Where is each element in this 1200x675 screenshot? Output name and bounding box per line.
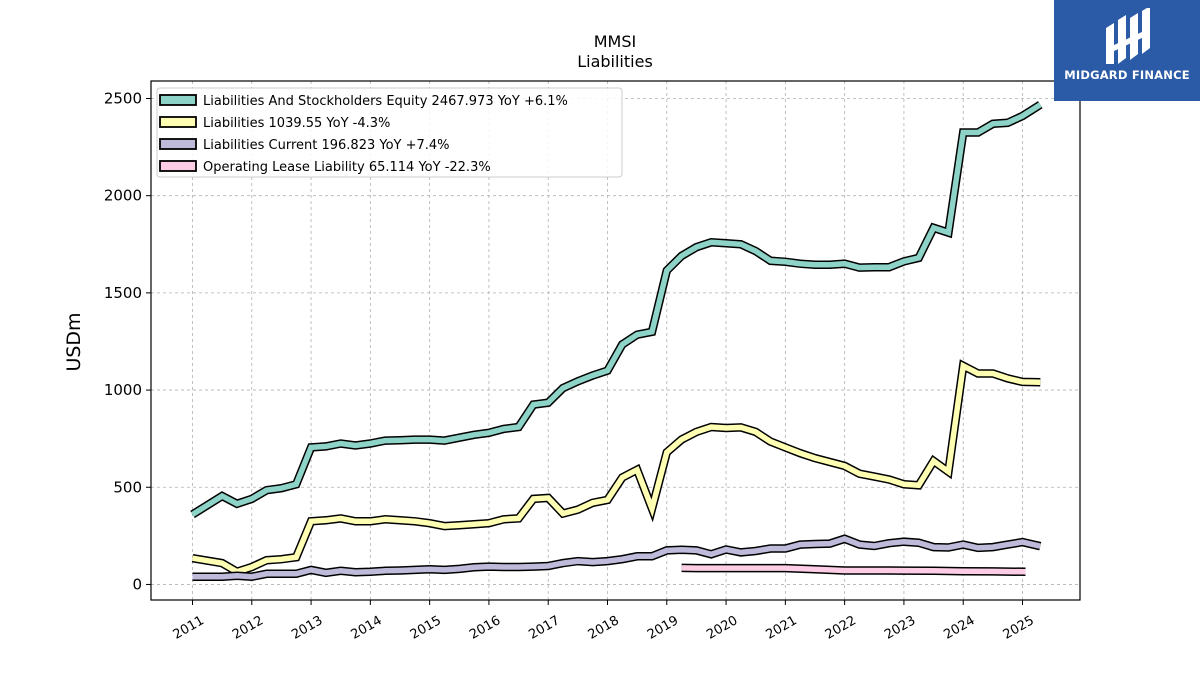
- series-line-liabilities-and-stockholders-equity: [191, 102, 1042, 517]
- x-tick-label: 2021: [764, 613, 800, 643]
- x-tick-label: 2011: [171, 613, 207, 643]
- brand-logo: MIDGARD FINANCE: [1054, 0, 1200, 101]
- legend-label: Operating Lease Liability 65.114 YoY -22…: [203, 160, 491, 175]
- x-tick-label: 2023: [882, 613, 918, 643]
- series-line-liabilities: [192, 361, 1041, 575]
- series-line-liabilities-current: [192, 535, 1041, 580]
- x-tick-label: 2013: [289, 613, 325, 643]
- brand-name: MIDGARD FINANCE: [1064, 68, 1190, 82]
- chart-subtitle: Liabilities: [577, 52, 653, 71]
- y-tick-label: 1000: [104, 381, 142, 399]
- legend-swatch: [159, 160, 197, 172]
- legend-label: Liabilities Current 196.823 YoY +7.4%: [203, 138, 450, 153]
- legend: Liabilities And Stockholders Equity 2467…: [156, 87, 623, 178]
- legend-swatch: [159, 138, 197, 150]
- y-axis-label: USDm: [63, 312, 85, 371]
- y-tick-label: 2000: [104, 187, 142, 205]
- x-tick-label: 2019: [645, 613, 681, 643]
- x-tick-label: 2024: [941, 613, 977, 643]
- x-tick-label: 2017: [526, 613, 562, 643]
- plot-frame: [150, 80, 1081, 601]
- series-line-operating-lease-liability: [681, 565, 1026, 575]
- legend-label: Liabilities And Stockholders Equity 2467…: [203, 94, 568, 109]
- x-tick-label: 2016: [467, 613, 503, 643]
- x-tick-label: 2018: [586, 613, 622, 643]
- x-tick-label: 2022: [823, 613, 859, 643]
- legend-swatch: [159, 116, 197, 128]
- x-tick-label: 2020: [704, 613, 740, 643]
- x-tick-label: 2012: [230, 613, 266, 643]
- legend-box: [156, 87, 623, 178]
- y-tick-label: 0: [132, 575, 142, 593]
- legend-label: Liabilities 1039.55 YoY -4.3%: [203, 116, 390, 131]
- series-group: [190, 101, 1043, 581]
- y-tick-label: 500: [113, 478, 142, 496]
- y-tick-label: 1500: [104, 284, 142, 302]
- chart-title: MMSI: [594, 32, 636, 51]
- y-tick-label: 2500: [104, 89, 142, 107]
- x-tick-label: 2025: [1001, 613, 1037, 643]
- x-tick-label: 2014: [349, 613, 385, 643]
- midgard-logo-icon: [1106, 8, 1150, 64]
- x-tick-label: 2015: [408, 613, 444, 643]
- legend-swatch: [159, 94, 197, 106]
